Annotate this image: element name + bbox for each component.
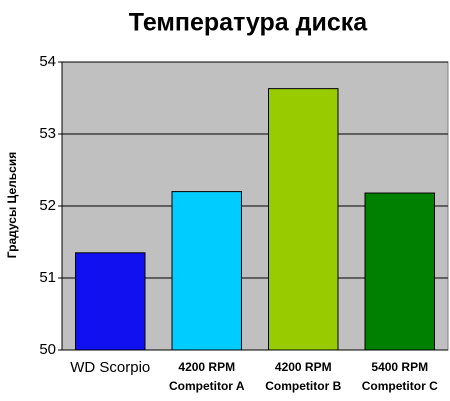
bar	[75, 252, 146, 351]
x-tick-label: 4200 RPM Competitor A	[168, 360, 245, 393]
bar	[364, 192, 435, 351]
y-axis-label: Градусы Цельсия	[5, 152, 19, 258]
bar	[268, 88, 339, 351]
y-tick-label: 51	[39, 269, 56, 286]
x-tick-label: 4200 RPM Competitor B	[265, 360, 342, 393]
x-tick-label: 5400 RPM Competitor C	[361, 360, 438, 393]
bar	[171, 191, 242, 351]
y-tick-label: 52	[39, 197, 56, 214]
chart-title: Температура диска	[129, 9, 368, 37]
y-tick-label: 50	[39, 341, 56, 358]
x-tick-label: WD Scorpio	[70, 359, 151, 376]
y-tick-label: 53	[39, 125, 56, 142]
y-tick-label: 54	[39, 53, 56, 70]
